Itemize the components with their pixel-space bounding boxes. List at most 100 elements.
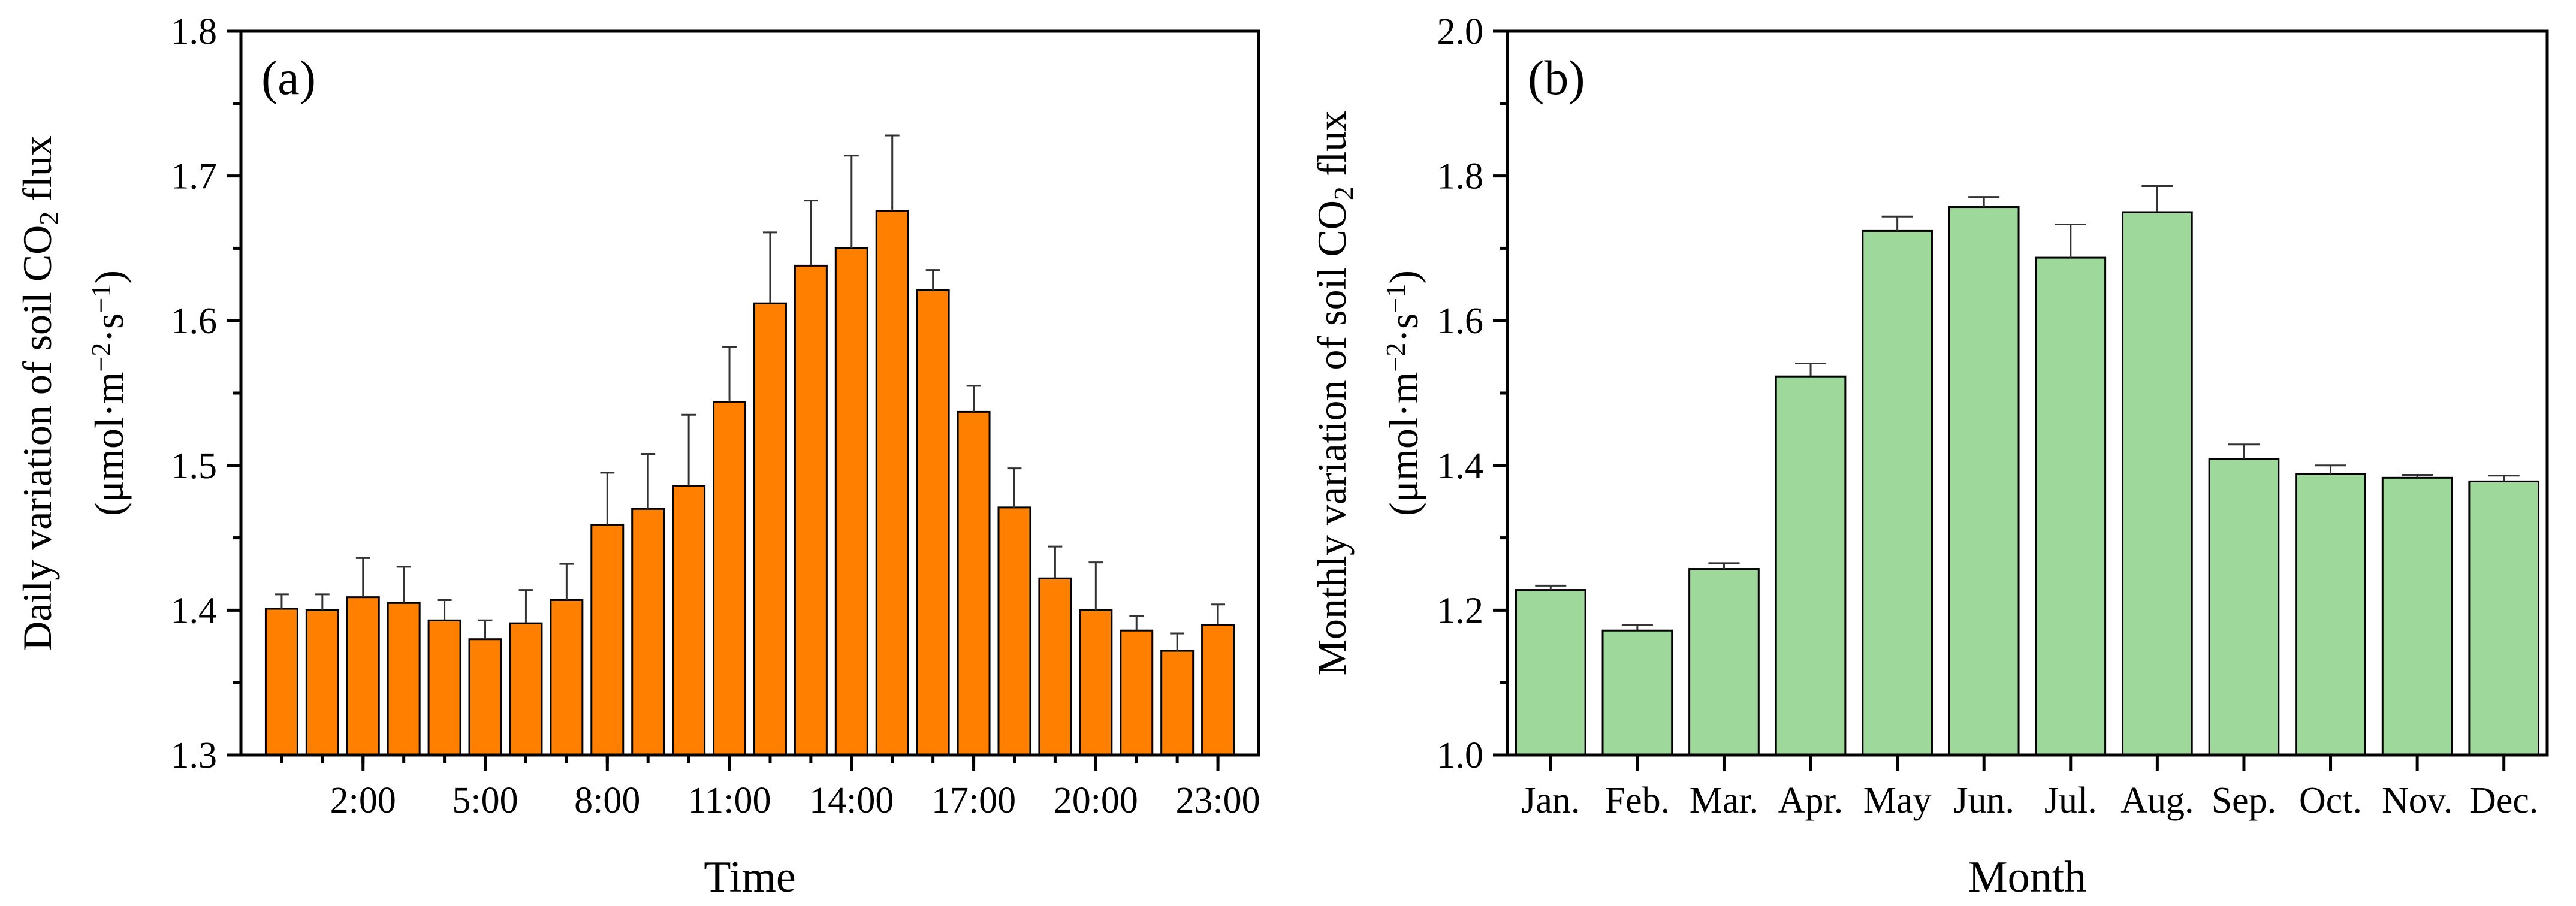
panel-a-x-axis: 2:00 5:00 8:00 11:00 14:00 17:00 20:00 23:00 (280, 755, 1260, 821)
error-bar-Nov. (2402, 474, 2433, 478)
error-bar-9:00 (641, 452, 656, 509)
error-bar-7:00 (559, 563, 574, 600)
y-axis-title-line-2: (μmol·m−2·s−1) (1380, 270, 1426, 516)
y-tick-label: 1.6 (171, 301, 218, 342)
bar-19:00 (1038, 577, 1072, 756)
bar-4:00 (427, 619, 461, 756)
y-axis-title-line-2: (μmol·m−2·s−1) (86, 270, 132, 516)
y-tick-label: 1.8 (171, 11, 218, 52)
y-axis-title-line-1: Daily variation of soil CO2 flux (14, 135, 64, 651)
x-tick-label: Sep. (2212, 780, 2277, 821)
error-bar-18:00 (1007, 467, 1022, 508)
y-tick-label: 1.6 (1437, 301, 1484, 342)
error-bar-11:00 (722, 346, 737, 402)
bar-2:00 (346, 596, 380, 756)
error-bar-16:00 (925, 269, 940, 291)
x-tick-label: Jun. (1953, 780, 2014, 821)
panel-b-y-axis: 1.0 1.2 1.4 1.6 1.8 2.0 (1437, 11, 1507, 776)
error-bar-20:00 (1088, 561, 1103, 611)
bar-Feb. (1601, 629, 1673, 756)
x-tick-label: 20:00 (1054, 780, 1138, 821)
y-axis-title-line-1: Monthly variation of soil CO2 flux (1309, 111, 1359, 676)
bar-Oct. (2295, 473, 2366, 756)
bar-8:00 (590, 524, 625, 756)
x-tick-label: 23:00 (1175, 780, 1260, 821)
bar-16:00 (916, 289, 950, 756)
bar-22:00 (1160, 650, 1195, 756)
error-bar-15:00 (885, 134, 900, 211)
error-bar-Jan. (1535, 584, 1567, 590)
error-bar-22:00 (1170, 632, 1185, 651)
error-bar-10:00 (681, 413, 696, 486)
bar-13:00 (794, 264, 828, 756)
panel-a-bars (264, 210, 1235, 756)
error-bar-Apr. (1795, 362, 1827, 377)
y-tick-label: 1.2 (1437, 590, 1484, 631)
y-tick-label: 1.7 (171, 156, 218, 197)
x-tick-label: 2:00 (330, 780, 396, 821)
error-bar-19:00 (1048, 545, 1063, 579)
bar-12:00 (753, 302, 787, 756)
bar-1:00 (305, 609, 339, 756)
error-bar-12:00 (763, 231, 777, 304)
bar-10:00 (672, 485, 706, 756)
error-bar-May (1881, 215, 1913, 231)
x-tick-label: Aug. (2120, 780, 2194, 821)
panel-b-monthly: 1.0 1.2 1.4 1.6 1.8 2.0 Jan. Feb. Mar. Apr. May Ju… (1309, 11, 2549, 902)
y-tick-label: 1.8 (1437, 156, 1484, 197)
error-bar-Jul. (2055, 224, 2086, 258)
x-tick-label: Nov. (2382, 780, 2453, 821)
panel-b-y-axis-title: Monthly variation of soil CO2 flux (μmol·… (1309, 111, 1426, 676)
x-tick-label: 14:00 (809, 780, 894, 821)
bar-Nov. (2381, 476, 2453, 756)
bar-Aug. (2122, 211, 2193, 756)
error-bar-5:00 (478, 619, 493, 639)
bar-May (1862, 229, 1933, 756)
error-bar-8:00 (600, 472, 615, 525)
panel-b-x-axis-title: Month (1968, 853, 2086, 902)
error-bar-6:00 (518, 589, 533, 624)
bar-Mar. (1688, 568, 1760, 756)
error-bar-Aug. (2141, 185, 2173, 212)
bar-Sep. (2208, 458, 2280, 756)
bar-7:00 (550, 599, 584, 756)
x-tick-label: Apr. (1778, 780, 1844, 821)
error-bar-1:00 (315, 593, 330, 611)
bar-5:00 (468, 638, 502, 756)
bar-21:00 (1120, 629, 1154, 756)
panel-a-error-bars (275, 134, 1225, 651)
x-tick-label: Jan. (1521, 780, 1580, 821)
panel-a-daily: 1.3 1.4 1.5 1.6 1.7 1.8 2:00 5:00 8:00 11:00 14:0… (14, 11, 1260, 902)
error-bar-4:00 (437, 599, 452, 621)
error-bar-Dec. (2488, 475, 2520, 482)
bar-Jun. (1948, 206, 2020, 756)
error-bar-14:00 (844, 155, 859, 249)
y-tick-label: 1.3 (171, 735, 218, 776)
x-tick-label: May (1863, 780, 1932, 821)
bar-17:00 (957, 410, 991, 756)
bar-0:00 (264, 608, 298, 756)
x-tick-label: Mar. (1690, 780, 1758, 821)
panel-b-error-bars (1535, 185, 2520, 631)
y-tick-label: 1.4 (1437, 446, 1484, 487)
error-bar-21:00 (1129, 615, 1144, 631)
error-bar-0:00 (275, 593, 289, 609)
bar-Jan. (1515, 589, 1586, 756)
error-bar-13:00 (803, 200, 818, 266)
error-bar-Sep. (2228, 443, 2260, 459)
bar-20:00 (1079, 609, 1113, 756)
error-bar-17:00 (966, 385, 981, 412)
bar-Dec. (2468, 480, 2540, 756)
x-tick-label: Jul. (2044, 780, 2097, 821)
x-tick-label: Dec. (2469, 780, 2538, 821)
error-bar-3:00 (396, 566, 411, 603)
panel-a-x-axis-title: Time (704, 853, 796, 902)
bar-6:00 (509, 622, 543, 756)
x-tick-label: 11:00 (688, 780, 771, 821)
y-tick-label: 2.0 (1437, 11, 1484, 52)
panel-a-label: (a) (261, 50, 316, 105)
bar-3:00 (387, 602, 421, 756)
x-tick-label: Feb. (1605, 780, 1670, 821)
x-tick-label: 5:00 (452, 780, 518, 821)
